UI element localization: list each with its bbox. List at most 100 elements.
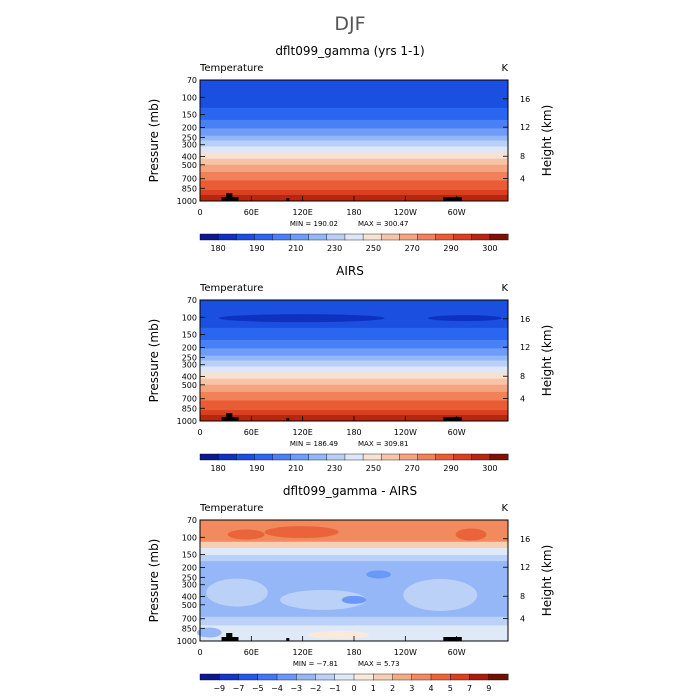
contour-panel-2 (200, 300, 508, 422)
contour-band (200, 555, 508, 562)
contour-band (200, 158, 508, 166)
colorbar-swatch (276, 673, 297, 681)
colorbar-label: 180 (210, 244, 225, 253)
y2-tick-label: 16 (520, 315, 530, 324)
contour-band (200, 171, 508, 181)
y-tick-label: 700 (182, 615, 197, 624)
colorbar-swatch (430, 673, 451, 681)
panel-right-label: K (501, 283, 508, 294)
contour-band (200, 190, 508, 198)
y2-axis-title: Height (km) (540, 105, 554, 176)
y-tick-label: 850 (182, 404, 197, 413)
colorbar-label: 230 (327, 464, 342, 473)
colorbar-swatch (417, 453, 437, 461)
y-tick-label: 850 (182, 624, 197, 633)
y-tick-label: 100 (182, 93, 197, 102)
contour-band (280, 589, 367, 610)
colorbar-label: 180 (210, 464, 225, 473)
contour-band (200, 366, 508, 374)
colorbar-label: −5 (252, 684, 264, 693)
contour-band (200, 616, 508, 626)
y-tick-label: 250 (182, 353, 197, 362)
colorbar-label: 0 (351, 684, 356, 693)
colorbar-label: 270 (405, 244, 420, 253)
colorbar-swatch (399, 233, 418, 241)
y-tick-label: 300 (182, 141, 197, 150)
y-tick-label: 400 (182, 152, 197, 161)
colorbar-label: 1 (371, 684, 376, 693)
terrain-mask (443, 197, 462, 201)
panel-title: AIRS (336, 264, 364, 278)
x-tick-label: 0 (197, 428, 202, 437)
x-tick-label: 120W (394, 648, 417, 657)
y-tick-label: 1000 (177, 197, 197, 206)
colorbar-swatch (471, 453, 491, 461)
contour-band (200, 378, 508, 386)
max-label: MAX = 300.47 (358, 220, 408, 228)
colorbar-label: −7 (233, 684, 245, 693)
colorbar-label: 2 (390, 684, 395, 693)
colorbar-label: 230 (327, 244, 342, 253)
colorbar-swatch (254, 453, 273, 461)
contour-band (200, 146, 508, 154)
y-tick-label: 70 (187, 76, 197, 85)
panel-right-label: K (501, 63, 508, 74)
colorbar-label: 7 (467, 684, 472, 693)
colorbar-swatch (453, 453, 473, 461)
y-axis-title: Pressure (mb) (147, 539, 161, 623)
colorbar-swatch (272, 453, 292, 461)
contour-band (200, 541, 508, 548)
y-tick-label: 400 (182, 372, 197, 381)
x-tick-label: 60W (448, 208, 466, 217)
colorbar-label: 4 (428, 684, 433, 693)
contour-band (227, 529, 265, 540)
x-tick-label: 0 (197, 648, 202, 657)
colorbar-swatch (362, 233, 382, 241)
colorbar-label: 5 (448, 684, 453, 693)
y-tick-label: 1000 (177, 417, 197, 426)
contour-band (341, 595, 367, 604)
contour-band (200, 80, 508, 109)
terrain-mask (226, 633, 233, 641)
colorbar-label: 300 (482, 244, 497, 253)
y-tick-label: 100 (182, 533, 197, 542)
panel-left-label: Temperature (199, 63, 263, 74)
colorbar-swatch (450, 673, 470, 681)
colorbar-label: −2 (310, 684, 322, 693)
colorbar-swatch (399, 453, 418, 461)
colorbar-swatch (308, 233, 328, 241)
contour-band (200, 360, 508, 368)
x-tick-label: 60E (244, 648, 259, 657)
colorbar-swatch (236, 453, 255, 461)
terrain-mask (226, 193, 233, 201)
colorbar-label: −1 (329, 684, 341, 693)
colorbar-label: 250 (366, 244, 381, 253)
terrain-mask (286, 638, 290, 641)
y-tick-label: 150 (182, 111, 197, 120)
colorbar-label: −3 (290, 684, 302, 693)
contour-band (200, 339, 508, 349)
y-tick-label: 500 (182, 381, 197, 390)
contour-band (403, 579, 478, 612)
y-tick-label: 500 (182, 601, 197, 610)
x-tick-label: 60W (448, 428, 466, 437)
colorbar-swatch (380, 233, 400, 241)
colorbar-label: 190 (249, 464, 264, 473)
contour-band (206, 578, 268, 607)
y-tick-label: 250 (182, 133, 197, 142)
y-tick-label: 400 (182, 592, 197, 601)
colorbar-swatch (199, 673, 220, 681)
colorbar-swatch (296, 673, 316, 681)
terrain-mask (443, 637, 462, 641)
y2-tick-label: 12 (520, 123, 530, 132)
colorbar-swatch (471, 233, 491, 241)
colorbar-swatch (417, 233, 437, 241)
y-tick-label: 250 (182, 573, 197, 582)
colorbar-swatch (254, 233, 273, 241)
contour-band (200, 135, 508, 141)
contour-band (196, 627, 222, 638)
max-label: MAX = 5.73 (358, 660, 400, 668)
colorbar-swatch (290, 233, 310, 241)
y-tick-label: 200 (182, 344, 197, 353)
